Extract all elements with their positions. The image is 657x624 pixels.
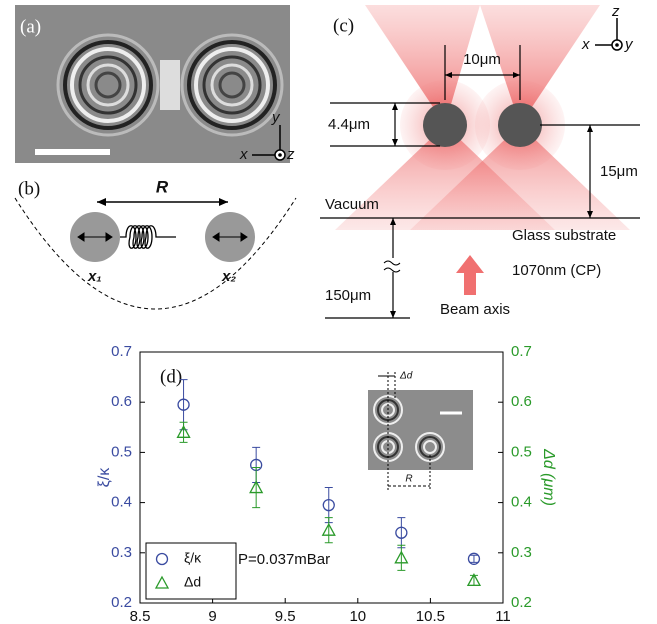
x-tick-label: 9 xyxy=(208,608,216,624)
axis-label: z xyxy=(286,146,295,163)
error-bar xyxy=(397,517,406,549)
point xyxy=(467,552,481,565)
break-mark xyxy=(383,260,401,273)
spring xyxy=(120,225,176,249)
y-tick-label: 0.6 xyxy=(111,393,132,410)
error-bar xyxy=(469,554,478,563)
y-tick-label: 0.7 xyxy=(111,343,132,360)
x2-label: x₂ xyxy=(221,268,236,285)
y-tick-label: 0.2 xyxy=(111,594,132,611)
thickness-label: 150μm xyxy=(325,287,371,304)
point xyxy=(322,498,335,512)
displacement-arrows xyxy=(77,232,248,242)
legend-frame xyxy=(145,542,237,600)
separation-label: 10μm xyxy=(463,51,501,68)
error-bar xyxy=(397,544,406,571)
beam-label: Beam axis xyxy=(440,301,510,318)
y2-tick-label: 0.7 xyxy=(511,343,532,360)
y2-tick-label: 0.2 xyxy=(511,594,532,611)
legend-marker xyxy=(155,552,169,566)
r-label: R xyxy=(156,177,169,196)
y-axis-label: ξ/κ xyxy=(96,467,113,488)
dimension-lines xyxy=(320,45,640,319)
panel-a: (a) y x z xyxy=(15,5,295,163)
point xyxy=(321,522,336,536)
medium-label: Vacuum xyxy=(325,196,379,213)
legend-label: Δd xyxy=(184,574,201,590)
panel-label: (a) xyxy=(20,16,41,37)
point xyxy=(395,526,408,539)
plot-frame xyxy=(139,351,504,604)
panel-c: (c) 10μm 4.4μm 15μm Vacuum Glass substra… xyxy=(320,3,640,319)
annotation: P=0.037mBar xyxy=(238,551,330,568)
legend-marker xyxy=(154,575,170,589)
x-tick-label: 9.5 xyxy=(275,608,296,624)
y-tick-label: 0.5 xyxy=(111,443,132,460)
axis-out-dot xyxy=(278,153,282,157)
inset-label: R xyxy=(405,474,412,485)
axis-label: y xyxy=(624,36,634,53)
axis-out-dot xyxy=(615,43,619,47)
axis-label: y xyxy=(271,109,281,126)
panel-label: (d) xyxy=(160,366,182,387)
height-label: 15μm xyxy=(600,163,638,180)
potential xyxy=(14,197,297,310)
panel-b: (b) R x₁ x₂ xyxy=(14,177,297,310)
point xyxy=(466,573,482,587)
y2-tick-label: 0.5 xyxy=(511,443,532,460)
particle xyxy=(423,103,467,147)
axis-label: x xyxy=(239,146,248,163)
break xyxy=(385,258,401,272)
y2-axis-label: Δd (μm) xyxy=(540,448,557,506)
diameter-label: 4.4μm xyxy=(328,116,370,133)
error-bar xyxy=(324,517,333,544)
panel-label: (b) xyxy=(18,178,40,199)
inset-label: Δd xyxy=(399,371,413,382)
point xyxy=(394,550,409,564)
y2-tick-label: 0.3 xyxy=(511,544,532,561)
x-tick-label: 10.5 xyxy=(416,608,445,624)
point xyxy=(176,424,191,438)
legend-label: ξ/κ xyxy=(184,550,202,566)
x-tick-label: 10 xyxy=(349,608,366,624)
y-tick-label: 0.4 xyxy=(111,494,132,511)
y2-tick-label: 0.4 xyxy=(511,494,532,511)
laser-label: 1070nm (CP) xyxy=(512,262,601,279)
axis-label: z xyxy=(611,3,620,20)
inset-ring xyxy=(423,440,437,454)
rings xyxy=(56,33,284,137)
y2-tick-label: 0.6 xyxy=(511,393,532,410)
particle xyxy=(498,103,542,147)
point xyxy=(249,480,264,494)
x-tick-label: 11 xyxy=(495,608,511,624)
point xyxy=(177,398,190,411)
x-tick-label: 8.5 xyxy=(130,608,151,624)
panel-label: (c) xyxy=(333,15,354,36)
axis-label: x xyxy=(581,36,590,53)
beam-arrow xyxy=(456,255,484,295)
error-bar xyxy=(252,466,261,509)
beam-cone xyxy=(410,125,630,230)
y-tick-label: 0.3 xyxy=(111,544,132,561)
x1-label: x₁ xyxy=(87,268,102,285)
panel-d: 8.5 9 9.5 10 10.5 110.20.30.40.50.60.70.20.30… xyxy=(96,343,557,624)
medium-label: Glass substrate xyxy=(512,227,616,244)
